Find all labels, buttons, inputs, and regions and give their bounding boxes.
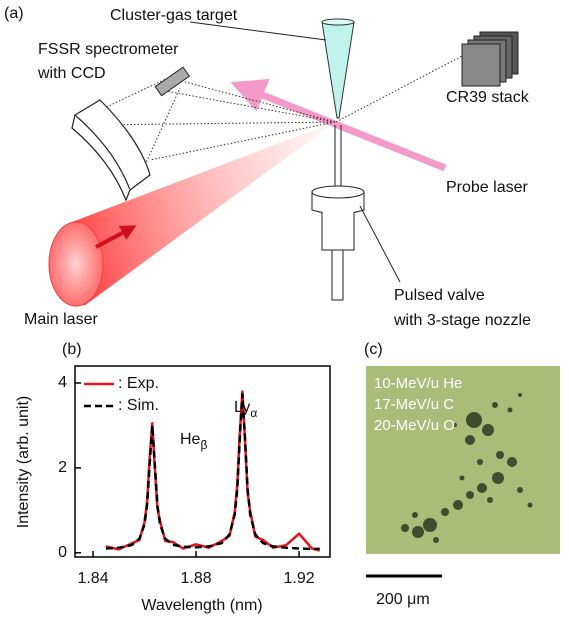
y-axis-label: Intensity (arb. unit) bbox=[15, 396, 32, 529]
cr39-stack bbox=[462, 32, 518, 86]
label: with 3-stage nozzle bbox=[393, 312, 531, 329]
legend-label: : Sim. bbox=[118, 397, 159, 414]
label: CR39 stack bbox=[446, 89, 530, 106]
x-tick-label: 1.88 bbox=[180, 570, 211, 587]
legend-label: : Exp. bbox=[118, 375, 159, 392]
gas-cone bbox=[322, 22, 354, 118]
series-line bbox=[106, 392, 320, 551]
leader bbox=[190, 22, 326, 40]
main-laser-face bbox=[49, 222, 103, 306]
x-axis-label: Wavelength (nm) bbox=[141, 597, 262, 614]
micrograph-image bbox=[366, 366, 560, 554]
x-tick-label: 1.92 bbox=[284, 570, 315, 587]
micrograph: (c) 10-MeV/u He 17-MeV/u C 20-MeV/u O 20… bbox=[364, 341, 560, 608]
x-tick-label: 1.84 bbox=[77, 570, 108, 587]
nozzle-tube bbox=[335, 125, 341, 188]
annotation-subscript: α bbox=[250, 406, 257, 420]
series-line bbox=[106, 394, 320, 549]
diagram: (a) Cluster-gas target FSSR spectrometer… bbox=[4, 5, 531, 329]
y-tick-label: 0 bbox=[58, 544, 67, 561]
leader bbox=[360, 206, 400, 282]
valve-top bbox=[312, 186, 364, 198]
ion-label: 17-MeV/u C bbox=[374, 396, 454, 413]
label: with CCD bbox=[37, 65, 106, 82]
annotation: Heβ bbox=[180, 431, 207, 452]
label: Probe laser bbox=[446, 179, 528, 196]
y-tick-label: 2 bbox=[58, 459, 67, 476]
panel-label: (b) bbox=[62, 341, 82, 358]
label: Main laser bbox=[24, 311, 98, 328]
panel-label: (a) bbox=[4, 5, 24, 22]
annotation-text: He bbox=[180, 431, 201, 448]
label: Pulsed valve bbox=[394, 287, 485, 304]
annotation-subscript: β bbox=[200, 438, 207, 452]
annotation: Lyα bbox=[234, 399, 257, 420]
panel-label: (c) bbox=[364, 341, 383, 358]
ion-label: 20-MeV/u O bbox=[374, 417, 455, 434]
scale-bar-label: 200 μm bbox=[376, 591, 430, 608]
annotation-text: Ly bbox=[234, 399, 250, 416]
chart: (b) Wavelength (nm) Intensity (arb. unit… bbox=[15, 341, 330, 614]
y-tick-label: 4 bbox=[58, 374, 67, 391]
label: FSSR spectrometer bbox=[38, 41, 179, 58]
fssr-crystal bbox=[75, 100, 150, 190]
figure: (a) Cluster-gas target FSSR spectrometer… bbox=[0, 0, 569, 621]
valve-body bbox=[322, 212, 354, 300]
plot-frame bbox=[75, 366, 330, 557]
ion-label: 10-MeV/u He bbox=[374, 375, 462, 392]
gas-cone-top bbox=[322, 19, 354, 25]
label: Cluster-gas target bbox=[110, 7, 238, 24]
proton-path bbox=[336, 56, 462, 122]
